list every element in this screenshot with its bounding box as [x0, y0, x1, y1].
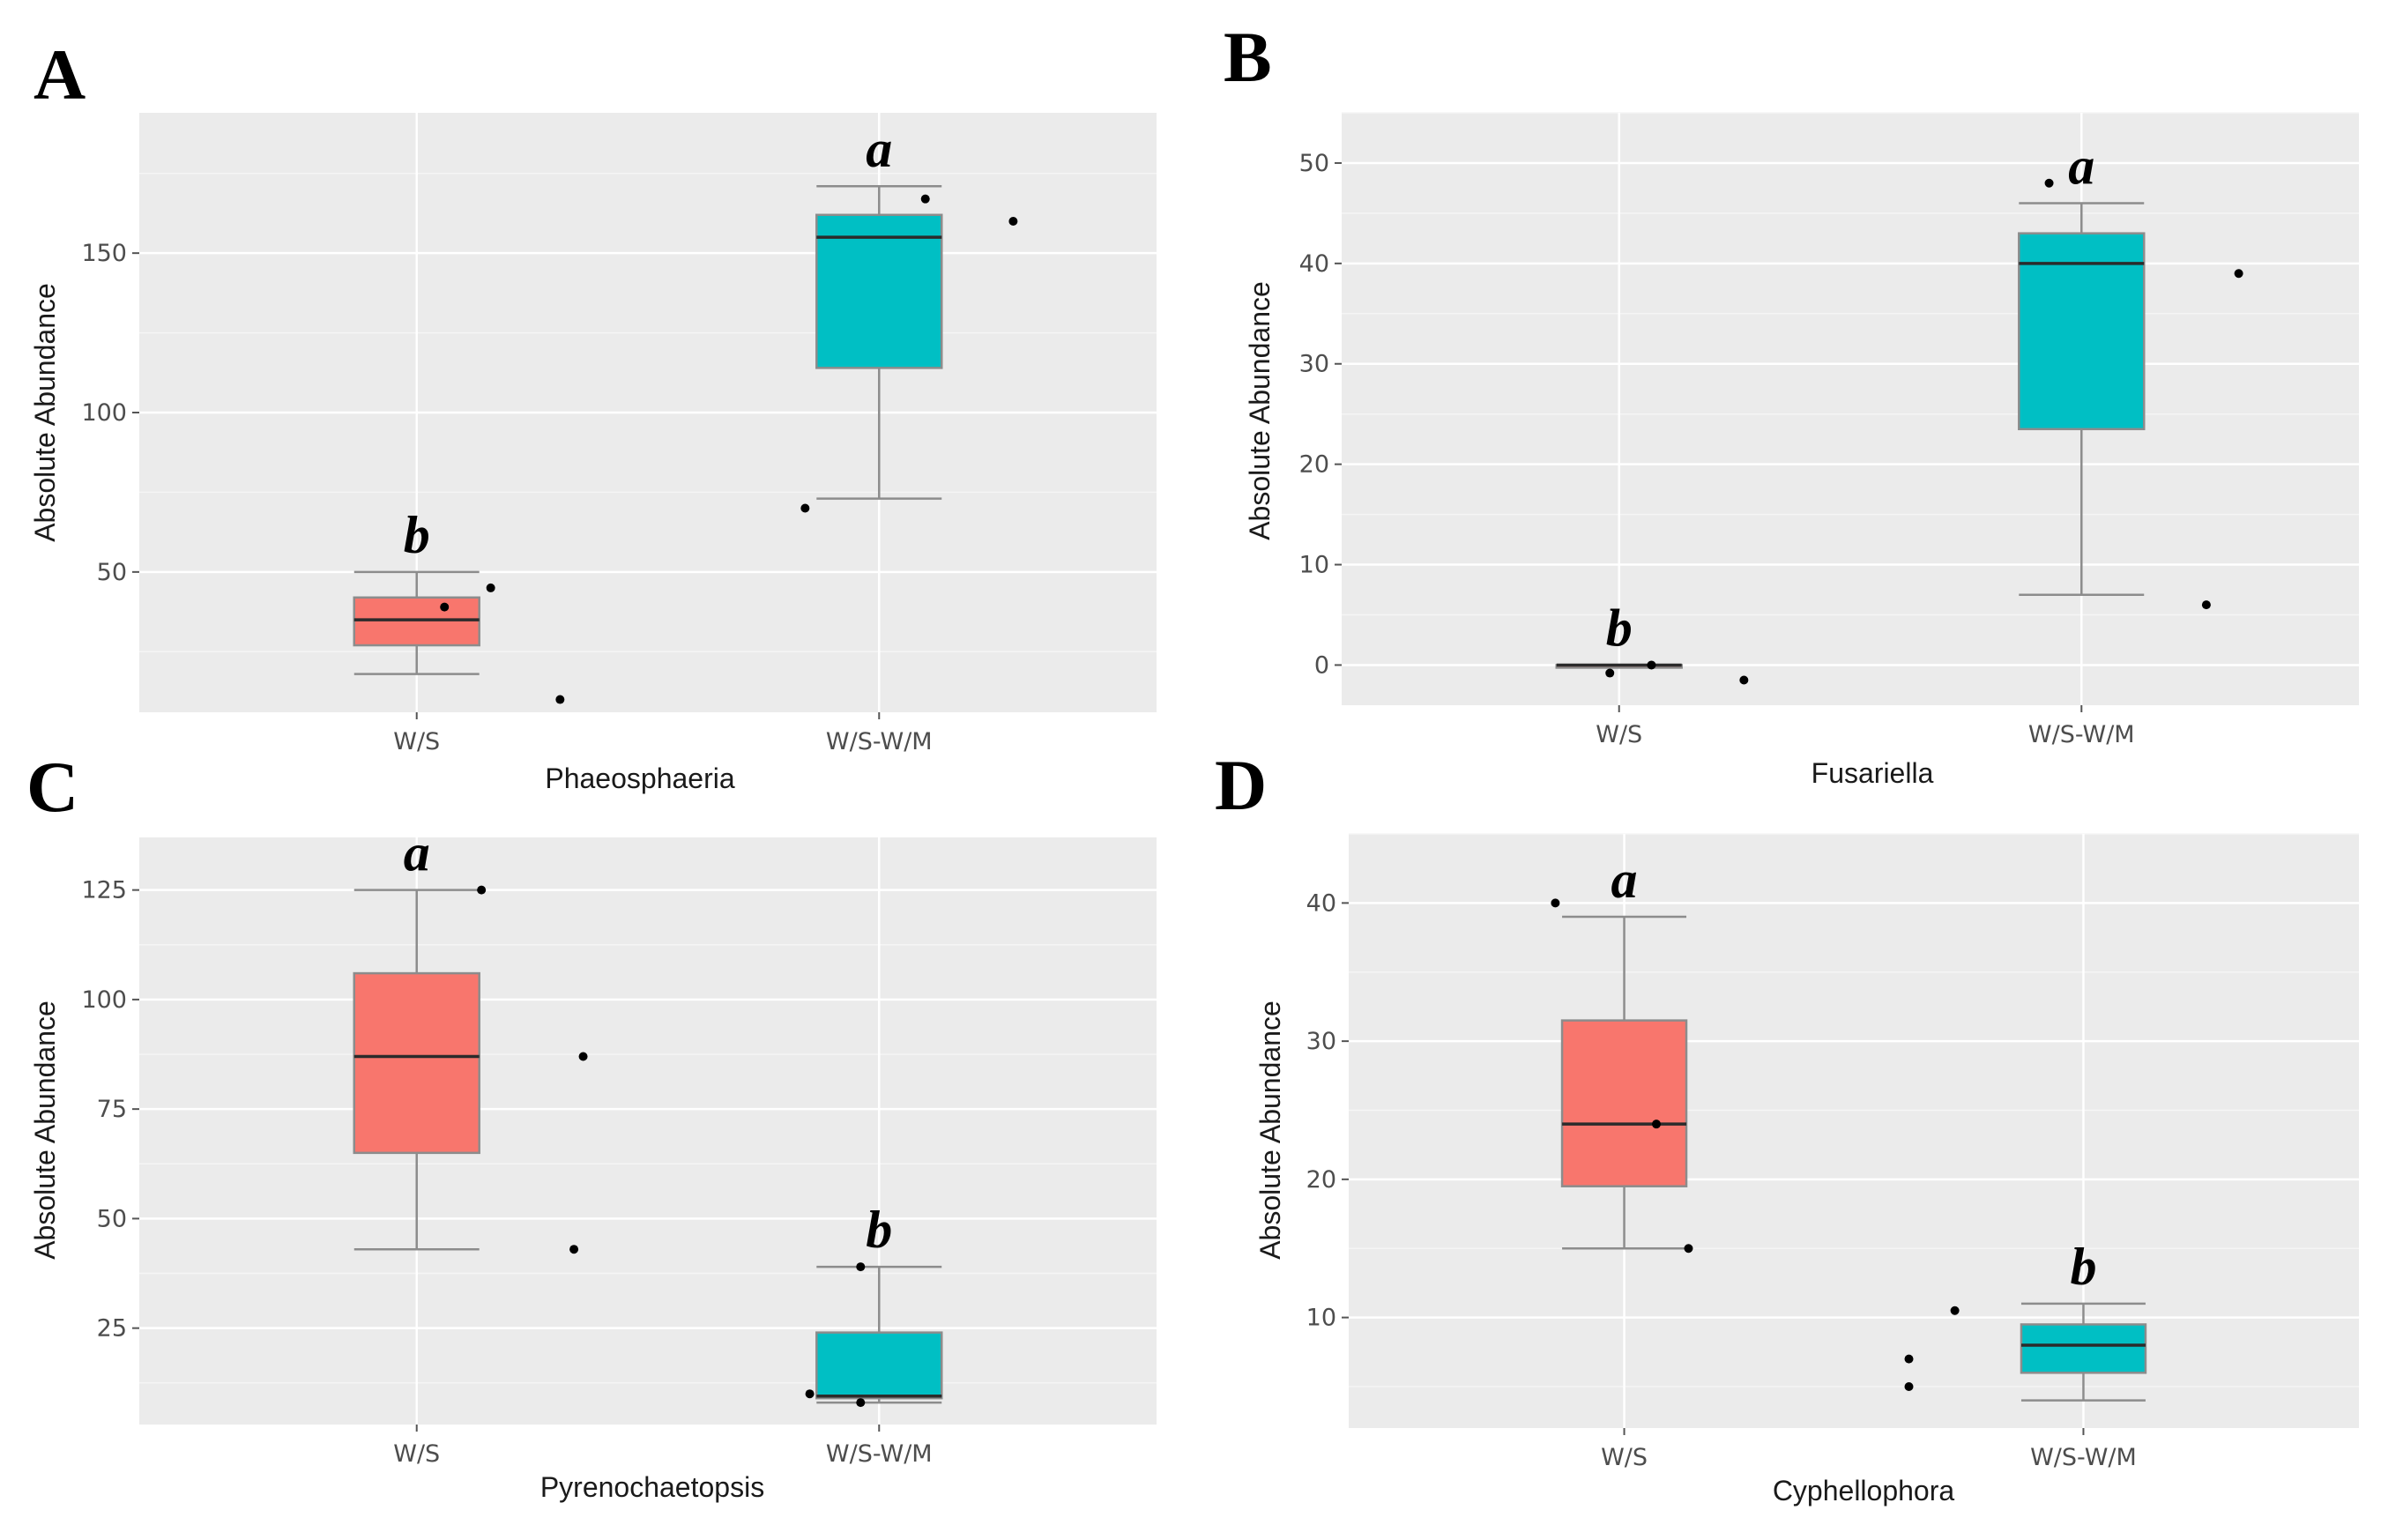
x-axis-label: Cyphellophora — [1773, 1475, 1955, 1507]
chart-panel-a: 50 100 150 W/S W/S-W/M b a Phaeosphaeria Absolut… — [29, 34, 1157, 794]
y-tick-label: 50 — [97, 1205, 127, 1232]
significance-letter: a — [404, 824, 430, 882]
significance-letter: a — [2068, 138, 2094, 196]
y-tick-label: 30 — [1299, 351, 1329, 378]
y-tick-label: 100 — [81, 399, 127, 427]
significance-letter: b — [2070, 1238, 2096, 1296]
x-tick-label: W/S — [393, 1440, 440, 1468]
x-tick-label: W/S-W/M — [2028, 721, 2135, 748]
panel-letter: D — [1215, 745, 1267, 825]
chart-panel-d: 10 20 30 40 W/S W/S-W/M a b Cyphellophora Absolut… — [1215, 745, 2359, 1507]
data-point — [856, 1398, 866, 1408]
panel-letter: A — [33, 34, 86, 115]
data-point — [1008, 216, 1018, 226]
data-point — [477, 885, 487, 895]
y-axis-label: Absolute Abundance — [29, 283, 61, 542]
data-point — [1605, 668, 1615, 678]
box-iqr — [2018, 232, 2146, 431]
x-tick-label: W/S — [393, 728, 440, 755]
y-tick-label: 40 — [1306, 889, 1336, 917]
data-point — [805, 1389, 815, 1399]
y-tick-label: 150 — [81, 240, 127, 267]
box-iqr — [353, 971, 480, 1155]
data-point — [1904, 1381, 1914, 1391]
data-point — [440, 602, 450, 612]
data-point — [486, 583, 495, 592]
x-tick-label: W/S — [1601, 1444, 1648, 1471]
y-tick-label: 125 — [81, 877, 127, 904]
y-tick-label: 25 — [97, 1315, 127, 1343]
significance-letter: b — [1606, 599, 1633, 657]
data-point — [1647, 660, 1656, 670]
data-point — [1652, 1120, 1662, 1129]
x-axis-label: Fusariella — [1812, 757, 1934, 789]
y-tick-label: 20 — [1299, 451, 1329, 479]
y-tick-label: 100 — [81, 986, 127, 1014]
data-point — [2234, 269, 2243, 279]
data-point — [2201, 600, 2211, 610]
data-point — [578, 1052, 588, 1061]
y-axis-label: Absolute Abundance — [1254, 1001, 1286, 1260]
box-iqr — [2020, 1323, 2147, 1374]
x-tick-label: W/S — [1596, 721, 1642, 748]
plot-area — [1342, 113, 2359, 705]
chart-panel-b: 0 10 20 30 40 50 W/S W/S-W/M b a Fusariella Absolut… — [1224, 17, 2359, 789]
significance-letter: b — [866, 1201, 892, 1259]
data-point — [1551, 898, 1560, 908]
box-iqr — [353, 596, 480, 647]
x-tick-label: W/S-W/M — [2030, 1444, 2137, 1471]
box-iqr — [1560, 1019, 1688, 1187]
data-point — [555, 695, 565, 704]
y-tick-label: 20 — [1306, 1166, 1336, 1194]
data-point — [2044, 178, 2054, 188]
x-axis-label: Pyrenochaetopsis — [540, 1471, 764, 1503]
plot-area — [1349, 834, 2359, 1428]
x-tick-label: W/S-W/M — [826, 1440, 933, 1468]
y-tick-label: 50 — [97, 559, 127, 586]
panel-letter: B — [1224, 17, 1272, 97]
panel-letter: C — [26, 747, 78, 827]
data-point — [856, 1262, 866, 1272]
y-tick-label: 30 — [1306, 1028, 1336, 1055]
data-point — [1950, 1306, 1960, 1315]
y-tick-label: 10 — [1306, 1305, 1336, 1332]
y-tick-label: 50 — [1299, 150, 1329, 177]
data-point — [920, 194, 930, 204]
data-point — [1684, 1244, 1693, 1254]
x-tick-label: W/S-W/M — [826, 728, 933, 755]
x-axis-label: Phaeosphaeria — [545, 763, 734, 794]
box-iqr — [815, 213, 943, 369]
significance-letter: a — [866, 120, 892, 178]
y-axis-label: Absolute Abundance — [1244, 281, 1276, 540]
box-iqr — [815, 1331, 943, 1400]
plot-area — [139, 837, 1157, 1425]
chart-panel-c: 25 50 75 100 125 W/S W/S-W/M a b Pyrenochaetopsis… — [26, 747, 1157, 1503]
y-axis-label: Absolute Abundance — [29, 1001, 61, 1260]
y-tick-label: 0 — [1314, 651, 1329, 679]
y-tick-label: 75 — [97, 1096, 127, 1123]
data-point — [1904, 1354, 1914, 1364]
data-point — [569, 1245, 579, 1254]
y-tick-label: 40 — [1299, 250, 1329, 278]
y-tick-label: 10 — [1299, 552, 1329, 579]
significance-letter: a — [1611, 851, 1638, 909]
data-point — [1739, 675, 1749, 685]
data-point — [800, 503, 810, 513]
significance-letter: b — [404, 506, 430, 564]
